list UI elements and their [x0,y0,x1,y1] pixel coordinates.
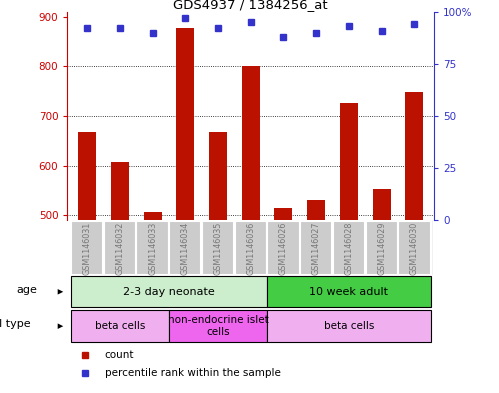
Bar [340,103,358,220]
Text: GSM1146033: GSM1146033 [148,222,157,275]
Bar [176,28,194,220]
Bar [373,189,391,220]
Bar [267,276,431,307]
Bar [136,220,169,275]
Bar [406,92,424,220]
Title: GDS4937 / 1384256_at: GDS4937 / 1384256_at [174,0,328,11]
Text: beta cells: beta cells [324,321,374,331]
Text: 10 week adult: 10 week adult [309,287,389,297]
Text: GSM1146027: GSM1146027 [312,222,321,275]
Text: GSM1146036: GSM1146036 [246,222,255,275]
Text: cell type: cell type [0,320,30,329]
Text: GSM1146030: GSM1146030 [410,222,419,275]
Bar [144,212,162,220]
Text: GSM1146035: GSM1146035 [214,222,223,275]
Text: GSM1146029: GSM1146029 [377,222,386,275]
Bar [169,310,267,342]
Text: age: age [16,285,37,295]
Bar [111,162,129,220]
Bar [71,310,169,342]
Text: GSM1146028: GSM1146028 [344,222,353,275]
Bar [71,276,267,307]
Text: GSM1146026: GSM1146026 [279,222,288,275]
Bar [300,220,332,275]
Bar [71,220,103,275]
Bar [209,132,227,220]
Text: GSM1146034: GSM1146034 [181,222,190,275]
Bar [202,220,234,275]
Bar [242,66,260,220]
Bar [235,220,267,275]
Bar [333,220,365,275]
Bar [307,200,325,220]
Text: non-endocrine islet
cells: non-endocrine islet cells [168,316,268,337]
Text: 2-3 day neonate: 2-3 day neonate [123,287,215,297]
Bar [267,220,299,275]
Bar [78,132,96,220]
Text: count: count [105,350,134,360]
Bar [398,220,431,275]
Bar [274,208,292,220]
Bar [267,310,431,342]
Text: GSM1146032: GSM1146032 [115,222,124,275]
Bar [366,220,398,275]
Bar [104,220,136,275]
Text: percentile rank within the sample: percentile rank within the sample [105,368,280,378]
Text: beta cells: beta cells [95,321,145,331]
Bar [169,220,201,275]
Text: GSM1146031: GSM1146031 [82,222,91,275]
